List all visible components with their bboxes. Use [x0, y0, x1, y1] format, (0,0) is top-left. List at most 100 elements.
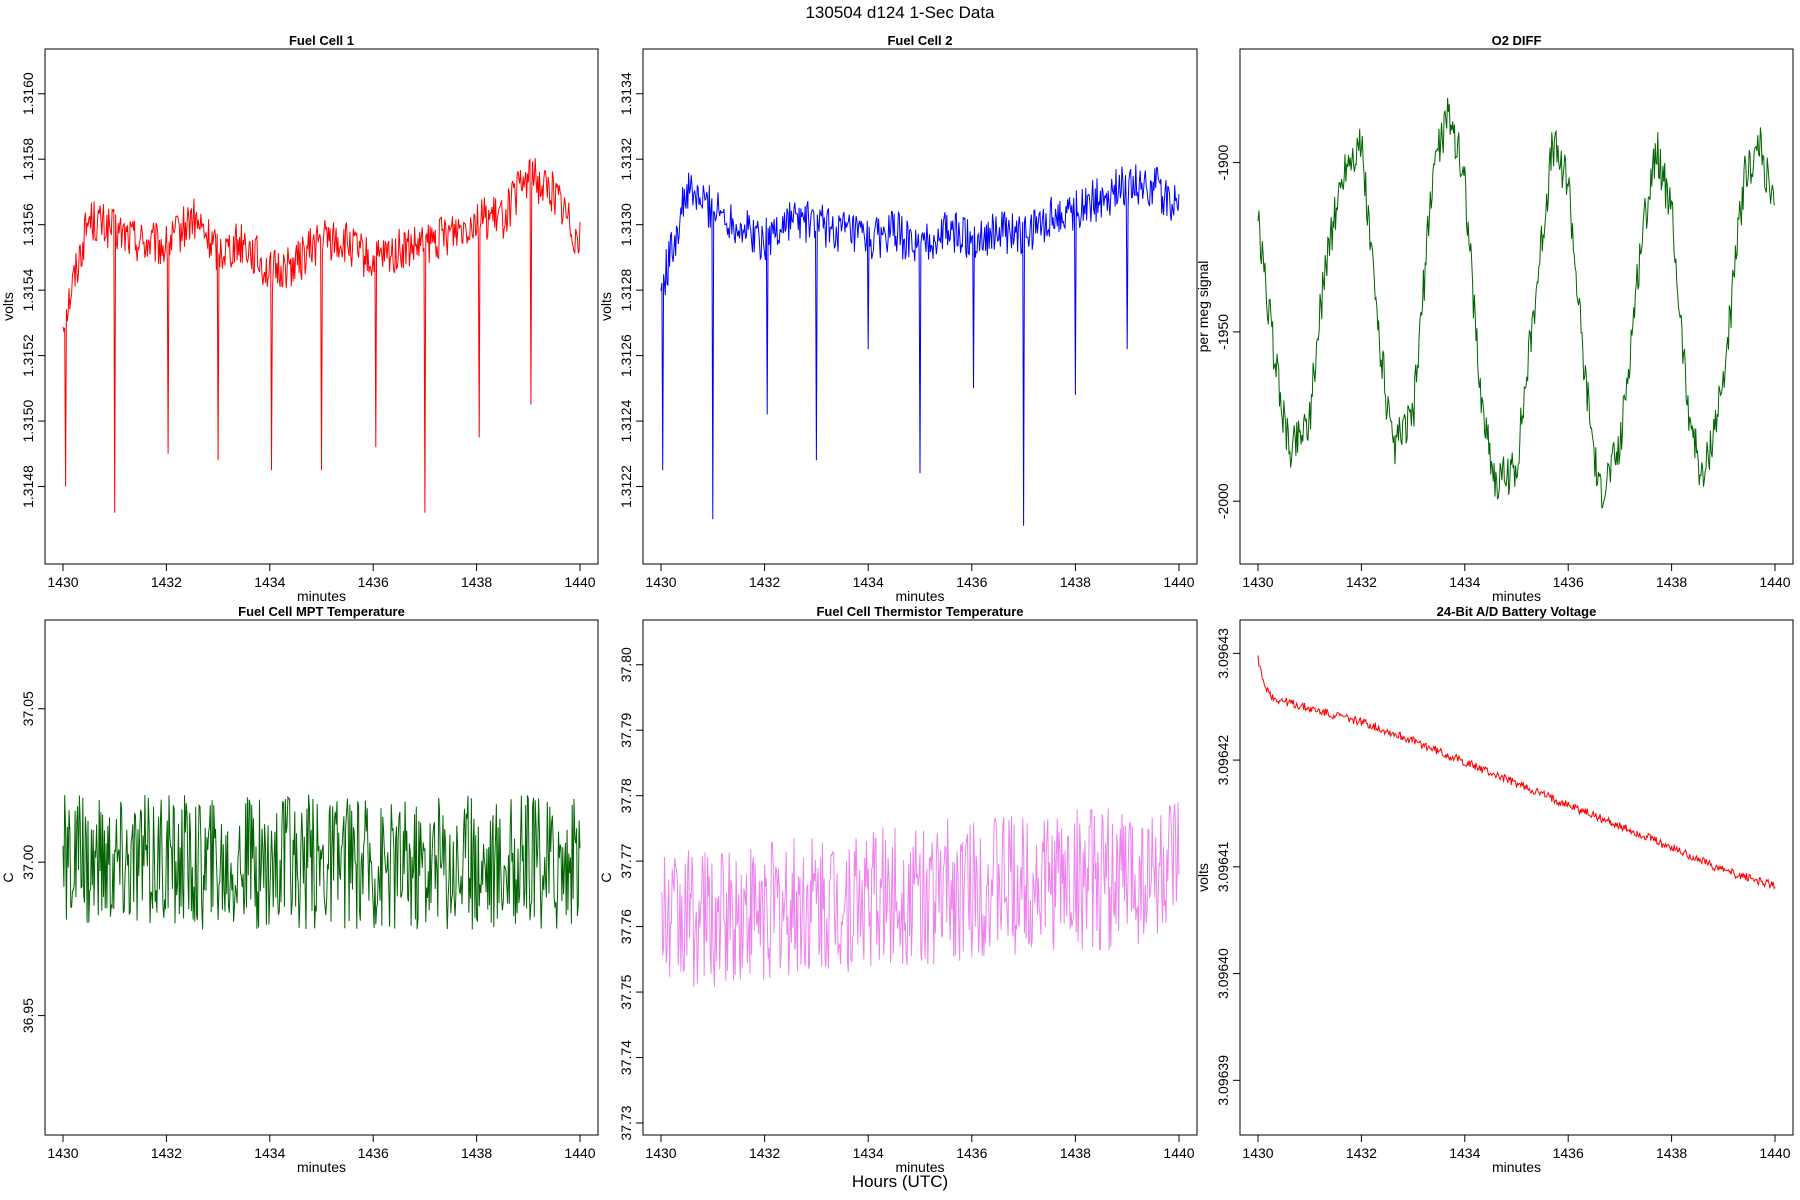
x-tick-label: 1432	[151, 574, 182, 590]
x-tick-label: 1434	[853, 574, 884, 590]
series-line	[62, 158, 581, 513]
x-tick-label: 1432	[151, 1145, 182, 1161]
y-tick-label: 1.3154	[20, 269, 36, 312]
x-tick-label: 1438	[1060, 574, 1091, 590]
y-tick-label: 1.3134	[618, 72, 634, 115]
panel-6: 24-Bit A/D Battery Voltage 1430 1432 1434 14…	[1195, 604, 1794, 1175]
y-tick-label: 3.09642	[1215, 735, 1231, 786]
y-tick-label: 37.76	[618, 909, 634, 944]
panel-title: Fuel Cell Thermistor Temperature	[816, 604, 1023, 619]
x-tick-label: 1432	[1346, 574, 1377, 590]
panel-4: Fuel Cell MPT Temperature 1430 1432 1434 143…	[0, 604, 599, 1175]
y-tick-label: 37.05	[20, 691, 36, 726]
y-tick-label: 1.3158	[20, 138, 36, 181]
x-tick-label: 1432	[749, 574, 780, 590]
x-tick-label: 1436	[358, 1145, 389, 1161]
y-tick-label: 3.09641	[1215, 841, 1231, 892]
figure-title: 130504 d124 1-Sec Data	[805, 3, 995, 22]
plot-frame	[1239, 619, 1794, 1136]
panel-2: Fuel Cell 2 1430 1432 1434 1436 1438 1440 minut…	[598, 33, 1198, 604]
y-tick-label: 1.3122	[618, 465, 634, 508]
y-tick-label: 1.3126	[618, 334, 634, 377]
plot-frame	[44, 48, 599, 565]
y-tick-label: 37.77	[618, 843, 634, 878]
y-tick-label: 37.78	[618, 778, 634, 813]
x-axis-label: minutes	[1492, 588, 1541, 604]
series-line	[660, 802, 1180, 987]
y-tick-label: 37.80	[618, 647, 634, 682]
x-tick-label: 1440	[564, 574, 595, 590]
y-tick-label: -1900	[1215, 144, 1231, 180]
x-axis-label: minutes	[297, 1159, 346, 1175]
y-tick-label: 1.3124	[618, 399, 634, 442]
x-tick-label: 1434	[1449, 574, 1480, 590]
y-tick-label: 37.75	[618, 974, 634, 1009]
y-tick-label: -2000	[1215, 483, 1231, 519]
x-tick-label: 1430	[1242, 1145, 1273, 1161]
x-tick-label: 1432	[1346, 1145, 1377, 1161]
panel-5: Fuel Cell Thermistor Temperature 1430 1432…	[598, 604, 1198, 1175]
x-tick-label: 1430	[645, 1145, 676, 1161]
y-tick-label: 1.3160	[20, 72, 36, 115]
y-axis-label: C	[0, 872, 16, 882]
y-axis-label: volts	[0, 292, 16, 321]
panel-1: Fuel Cell 1 1430 1432 1434 1436 1438 1440 minut…	[0, 33, 599, 604]
y-axis-label: volts	[1195, 863, 1211, 892]
panel-3: O2 DIFF 1430 1432 1434 1436 1438 1440 minutes -2…	[1195, 33, 1794, 604]
panel-title: O2 DIFF	[1492, 33, 1542, 48]
x-tick-label: 1438	[1656, 574, 1687, 590]
x-tick-label: 1436	[358, 574, 389, 590]
x-tick-label: 1434	[254, 574, 285, 590]
x-tick-label: 1438	[461, 1145, 492, 1161]
x-tick-label: 1430	[47, 1145, 78, 1161]
y-axis-label: per meg signal	[1195, 261, 1211, 353]
y-tick-label: 3.09643	[1215, 628, 1231, 679]
x-tick-label: 1434	[853, 1145, 884, 1161]
y-tick-label: 3.09640	[1215, 948, 1231, 999]
y-tick-label: 37.79	[618, 712, 634, 747]
y-tick-label: 37.73	[618, 1105, 634, 1140]
y-tick-label: 37.74	[618, 1040, 634, 1075]
plot-frame	[44, 619, 599, 1136]
series-line	[660, 164, 1180, 526]
x-tick-label: 1440	[1163, 1145, 1194, 1161]
plot-frame	[642, 619, 1198, 1136]
x-tick-label: 1430	[1242, 574, 1273, 590]
x-axis-label: minutes	[297, 588, 346, 604]
x-tick-label: 1438	[461, 574, 492, 590]
figure-footer: Hours (UTC)	[852, 1172, 948, 1191]
x-tick-label: 1430	[47, 574, 78, 590]
y-axis-label: volts	[598, 292, 614, 321]
y-tick-label: 37.00	[20, 844, 36, 879]
x-tick-label: 1434	[1449, 1145, 1480, 1161]
x-tick-label: 1436	[1553, 1145, 1584, 1161]
x-tick-label: 1436	[1553, 574, 1584, 590]
x-axis-label: minutes	[895, 588, 944, 604]
y-tick-label: 1.3128	[618, 269, 634, 312]
series-line	[1257, 655, 1776, 890]
y-tick-label: 1.3130	[618, 203, 634, 246]
x-tick-label: 1440	[1759, 574, 1790, 590]
panel-title: Fuel Cell 2	[887, 33, 952, 48]
y-tick-label: 3.09639	[1215, 1055, 1231, 1106]
x-tick-label: 1436	[956, 1145, 987, 1161]
y-tick-label: 36.95	[20, 998, 36, 1033]
x-tick-label: 1438	[1060, 1145, 1091, 1161]
plot-frame	[642, 48, 1198, 565]
x-axis-label: minutes	[895, 1159, 944, 1175]
x-axis-label: minutes	[1492, 1159, 1541, 1175]
series-line	[1257, 97, 1776, 509]
x-tick-label: 1440	[1759, 1145, 1790, 1161]
x-tick-label: 1438	[1656, 1145, 1687, 1161]
x-tick-label: 1430	[645, 574, 676, 590]
y-tick-label: 1.3132	[618, 138, 634, 181]
x-tick-label: 1436	[956, 574, 987, 590]
y-tick-label: -1950	[1215, 314, 1231, 350]
panel-title: 24-Bit A/D Battery Voltage	[1437, 604, 1597, 619]
x-tick-label: 1440	[564, 1145, 595, 1161]
y-tick-label: 1.3150	[20, 399, 36, 442]
panel-title: Fuel Cell 1	[289, 33, 354, 48]
x-tick-label: 1432	[749, 1145, 780, 1161]
x-tick-label: 1440	[1163, 574, 1194, 590]
